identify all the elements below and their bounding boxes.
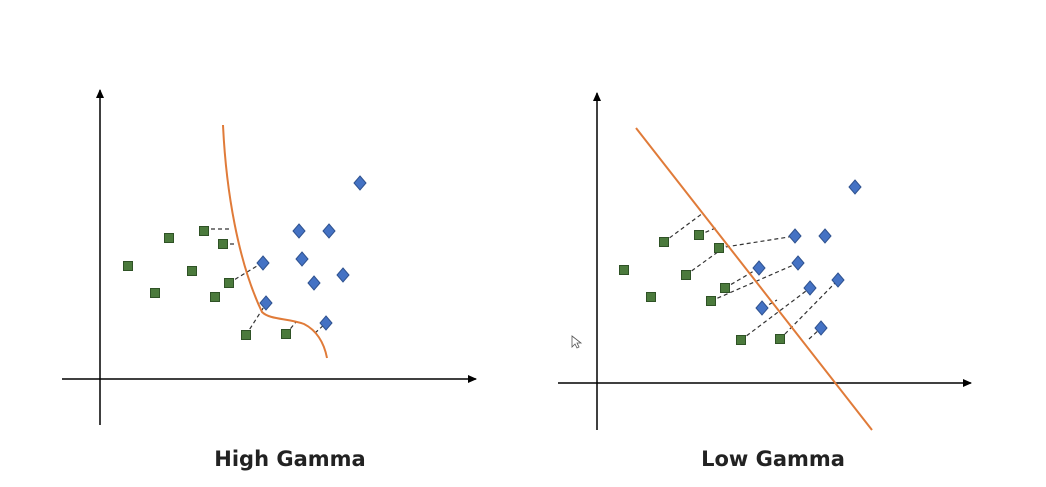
square-marker (681, 270, 691, 280)
square-marker (659, 237, 669, 247)
square-marker (694, 230, 704, 240)
diamond-marker (319, 315, 333, 331)
square-marker (736, 335, 746, 345)
square-marker (706, 296, 716, 306)
high-class-a-points (123, 226, 291, 340)
square-marker (210, 292, 220, 302)
high-gamma-boundary (222, 124, 328, 359)
diamond-marker (848, 179, 862, 195)
diamond-marker (752, 260, 766, 276)
square-marker (150, 288, 160, 298)
diamond-marker (755, 300, 769, 316)
diamond-marker (292, 223, 306, 239)
square-marker (187, 266, 197, 276)
high-dashed-link (314, 322, 327, 334)
square-marker (619, 265, 629, 275)
diamond-marker (295, 251, 309, 267)
high-gamma-caption: High Gamma (214, 447, 365, 471)
low-dashed-link (740, 287, 811, 341)
low-class-a-points (619, 230, 785, 345)
square-marker (646, 292, 656, 302)
square-marker (281, 329, 291, 339)
diamond-marker (791, 255, 805, 271)
diamond-marker (818, 228, 832, 244)
low-dashed-link (663, 212, 704, 243)
low-dashed-link (808, 327, 822, 340)
square-marker (720, 283, 730, 293)
diamond-marker (831, 272, 845, 288)
diamond-marker (336, 267, 350, 283)
high-gamma-diagram: High Gamma (62, 89, 477, 471)
diamond-marker (803, 280, 817, 296)
low-dashed-link (710, 262, 799, 302)
arrow-cursor-icon (571, 335, 583, 349)
square-marker (224, 278, 234, 288)
diamond-marker (353, 175, 367, 191)
square-marker (123, 261, 133, 271)
diamond-marker (814, 320, 828, 336)
diamond-marker (307, 275, 321, 291)
square-marker (714, 243, 724, 253)
diamond-marker (322, 223, 336, 239)
square-marker (241, 330, 251, 340)
square-marker (199, 226, 209, 236)
low-gamma-diagram: Low Gamma (558, 92, 972, 471)
square-marker (164, 233, 174, 243)
low-dashed-link (685, 245, 727, 276)
square-marker (775, 334, 785, 344)
low-gamma-caption: Low Gamma (701, 447, 845, 471)
low-class-b-points (752, 179, 862, 336)
diamond-marker (259, 295, 273, 311)
high-class-b-points (256, 175, 367, 331)
diamond-marker (256, 255, 270, 271)
square-marker (218, 239, 228, 249)
low-gamma-boundary (635, 127, 873, 431)
low-dashed-link (718, 235, 796, 249)
diamond-marker (788, 228, 802, 244)
